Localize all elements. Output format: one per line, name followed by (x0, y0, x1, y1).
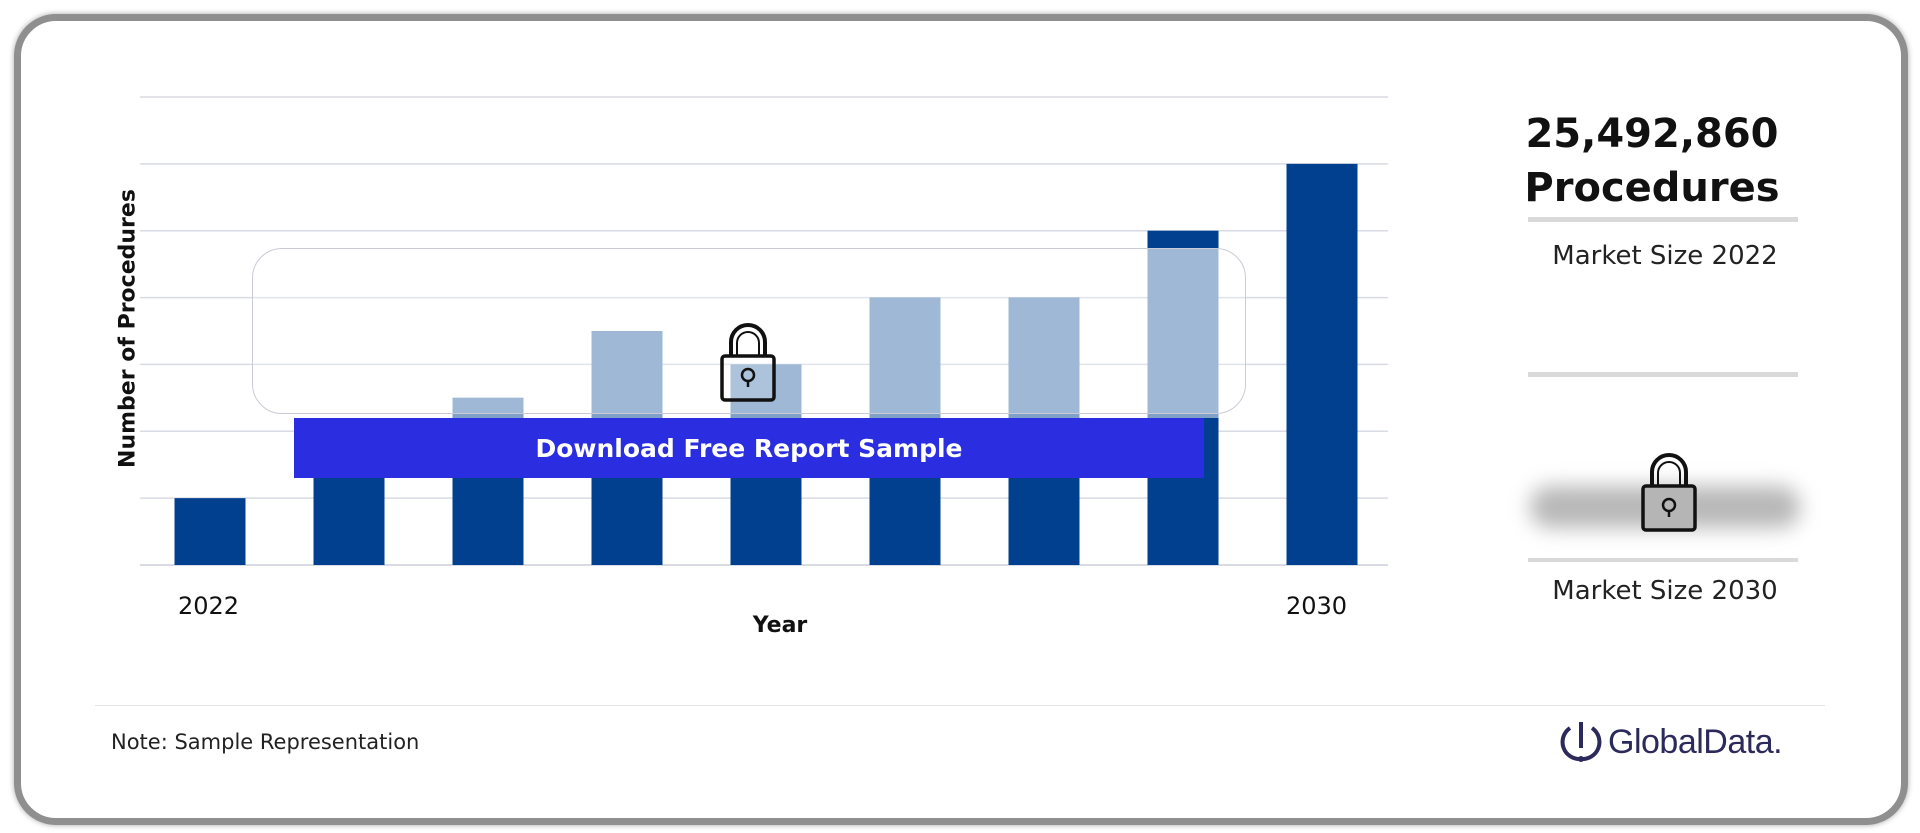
padlock-icon (1641, 453, 1697, 532)
market-size-unit: Procedures (1524, 165, 1780, 211)
locked-bar-overlay (452, 248, 1219, 418)
sample-note: Note: Sample Representation (111, 730, 420, 754)
download-sample-button[interactable]: Download Free Report Sample (294, 418, 1204, 478)
market-size-value: 25,492,860 Procedures (1520, 107, 1784, 215)
kpi-divider (1528, 558, 1798, 562)
market-size-2030-caption: Market Size 2030 (1552, 576, 1778, 606)
bar-overlay-2024 (452, 397, 524, 418)
bar-overlay-2028 (1008, 297, 1080, 418)
kpi-divider (1528, 372, 1798, 377)
x-tick-label-last: 2030 (1286, 592, 1348, 620)
padlock-icon (720, 323, 776, 402)
x-tick-label-first: 2022 (178, 592, 240, 620)
market-size-2022-caption: Market Size 2022 (1552, 241, 1778, 271)
y-axis-label: Number of Procedures (115, 189, 141, 468)
footer-divider (95, 705, 1825, 706)
globaldata-logo-icon (1560, 722, 1602, 762)
kpi-divider (1528, 217, 1798, 222)
x-axis-label: Year (752, 613, 808, 638)
globaldata-logo: GlobalData. (1560, 718, 1783, 766)
bar-overlay-2027 (869, 297, 941, 418)
bar-overlay-2029 (1147, 248, 1219, 418)
bar-2022 (174, 498, 246, 565)
brand-name: GlobalData. (1608, 722, 1783, 761)
bar-overlay-2025 (591, 331, 663, 418)
bar-2030 (1286, 163, 1358, 565)
market-size-number: 25,492,860 (1525, 111, 1779, 157)
